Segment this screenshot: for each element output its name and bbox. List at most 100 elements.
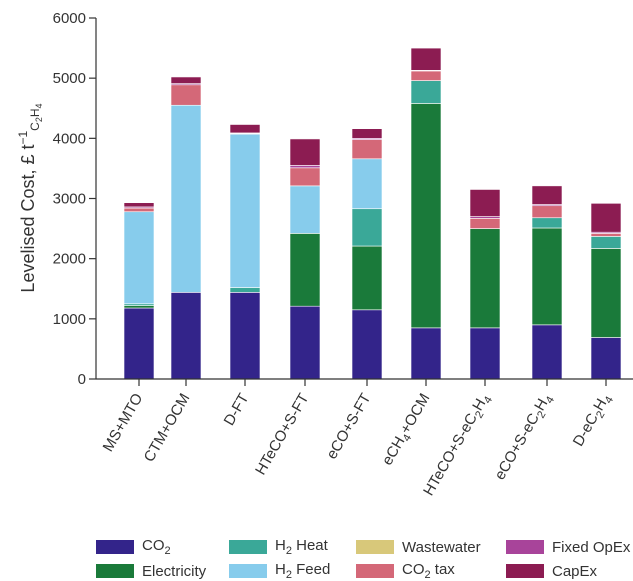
y-tick-label: 3000	[53, 191, 86, 208]
bar-segment-co2	[351, 309, 383, 380]
legend-label-text: CapEx	[552, 562, 598, 580]
y-axis-title-main: Levelised Cost, £ t	[18, 144, 38, 292]
legend-label-text: Feed	[291, 561, 331, 578]
legend-label: CO2	[142, 537, 171, 557]
x-tick-label-part: +OCM	[397, 391, 434, 437]
bar-stack	[229, 124, 261, 380]
bar-segment-co2-tax	[469, 218, 501, 229]
bar-segment-electricity	[289, 233, 321, 307]
y-subscript-c: C	[28, 122, 42, 131]
bar-segment-fixed-opex	[289, 165, 321, 169]
y-tick-label: 6000	[53, 10, 86, 27]
legend-label: H2 Heat	[275, 537, 328, 557]
bar-segment-capex	[351, 128, 383, 139]
legend-swatch	[229, 540, 267, 554]
y-axis-title-superscript: −1	[16, 130, 30, 144]
y-subscript-h: H	[28, 108, 42, 117]
legend-swatch	[96, 540, 134, 554]
legend-label-text: CO	[402, 561, 425, 578]
x-tick-label: HTeCO+S-eC2H4	[420, 391, 495, 501]
bar-segment-h2-heat	[351, 208, 383, 247]
bar-stack	[289, 138, 321, 380]
y-tick-label: 4000	[53, 130, 86, 147]
bar-segment-co2	[229, 292, 261, 380]
y-tick-label: 0	[78, 371, 86, 388]
legend-label-subscript: 2	[285, 569, 292, 581]
legend-item-h2-heat: H2 Heat	[229, 537, 328, 557]
bar-segment-electricity	[351, 245, 383, 311]
y-axis-title-subscript: C2H4	[28, 103, 44, 130]
x-tick-label: CTM+OCM	[141, 391, 194, 466]
bar-segment-electricity	[410, 103, 442, 329]
x-tick-label-sub: 4	[401, 432, 414, 443]
x-tick-label-sub: 4	[544, 395, 557, 406]
y-axis: 0 1000 2000 3000 4000 5000 6000	[53, 10, 97, 388]
bar-segment-capex	[410, 47, 442, 71]
bar-segment-co2	[590, 337, 622, 380]
y-subscript-4: 4	[34, 103, 44, 108]
bar-segment-co2	[289, 305, 321, 380]
bar-segment-co2-tax	[289, 167, 321, 187]
legend-label: H2 Feed	[275, 561, 330, 581]
bar-segment-capex	[469, 189, 501, 217]
x-tick-label: eCH4+OCM	[379, 391, 436, 470]
bar-segment-co2-tax	[590, 233, 622, 237]
bar-stack	[123, 202, 155, 380]
bar-segment-electricity	[469, 228, 501, 329]
legend-label-text: H	[275, 537, 286, 554]
bar-segment-co2	[170, 292, 202, 380]
bar-stack	[351, 128, 383, 380]
bar-stack	[469, 189, 501, 380]
legend-label-text: Wastewater	[402, 538, 481, 556]
bar-segment-h2-heat	[410, 80, 442, 104]
x-tick-label-sub: 2	[473, 409, 486, 420]
bar-stack	[590, 203, 622, 380]
legend-swatch	[506, 540, 544, 554]
legend-label-subscript: 2	[285, 545, 292, 557]
legend-label: CapEx	[552, 563, 597, 580]
legend-item-wastewater: Wastewater	[356, 537, 481, 557]
bar-segment-capex	[289, 138, 321, 166]
bar-segment-electricity	[123, 305, 155, 309]
legend-label-text: Electricity	[142, 562, 207, 580]
bar-segment-co2-tax	[123, 207, 155, 213]
bar-segment-h2-feed	[123, 211, 155, 305]
bar-segment-co2	[531, 324, 563, 380]
bar-segment-capex	[170, 76, 202, 84]
x-tick-label-sub: 2	[535, 409, 548, 420]
legend-label: Fixed OpEx	[552, 539, 630, 556]
x-tick-label: MS+MTO	[100, 391, 147, 455]
bar-segment-co2	[410, 327, 442, 380]
bar-segment-h2-feed	[351, 158, 383, 210]
legend-item-fixed-opex: Fixed OpEx	[506, 537, 630, 557]
legend: CO2 H2 Heat Wastewater Fixed OpEx Electricit…	[96, 536, 633, 581]
legend-label: CO2 tax	[402, 561, 455, 581]
legend-label-text: Heat	[291, 537, 328, 554]
legend-label-subscript: 2	[164, 545, 171, 557]
legend-item-electricity: Electricity	[96, 561, 206, 581]
y-tick-label: 1000	[53, 311, 86, 328]
bar-segment-capex	[531, 185, 563, 205]
plot-area	[123, 47, 622, 380]
bar-segment-h2-heat	[590, 236, 622, 249]
legend-swatch	[356, 564, 394, 578]
bar-segment-capex	[229, 124, 261, 134]
bar-segment-h2-heat	[229, 287, 261, 293]
legend-swatch	[506, 564, 544, 578]
legend-label: Wastewater	[402, 539, 481, 556]
bar-segment-co2	[469, 327, 501, 380]
bar-segment-capex	[123, 202, 155, 208]
y-tick-label: 5000	[53, 70, 86, 87]
x-tick-label: HTeCO+S-FT	[252, 391, 312, 479]
bar-stack	[170, 76, 202, 380]
x-tick-label-sub: 4	[603, 395, 616, 406]
x-tick-label-part: HTeCO+S-eC	[420, 410, 481, 498]
legend-label-text: tax	[430, 561, 455, 578]
legend-label-text: H	[275, 561, 286, 578]
y-tick-label: 2000	[53, 251, 86, 268]
bar-segment-capex	[590, 203, 622, 233]
bar-segment-h2-feed	[229, 133, 261, 288]
legend-label-text: Fixed OpEx	[552, 538, 631, 556]
